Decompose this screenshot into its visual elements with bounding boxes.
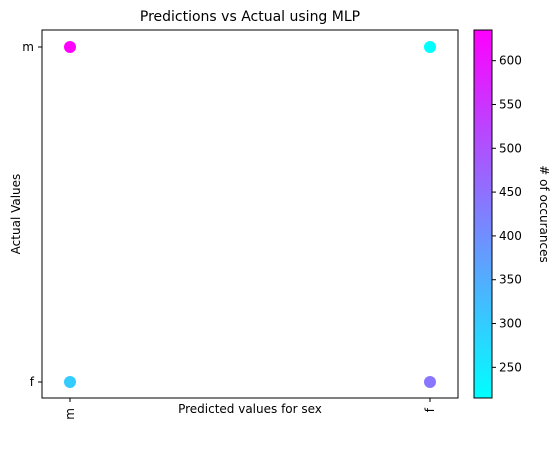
colorbar [473,29,493,399]
chart-title: Predictions vs Actual using MLP [140,9,360,25]
scatter-point [64,41,76,53]
colorbar-label: # of occurances [537,165,551,263]
colorbar-tick-label: 600 [499,54,522,68]
plot-area [41,29,459,399]
scatter-points [64,41,436,388]
x-tick-label: f [423,407,437,412]
y-tick-label: m [22,40,34,54]
colorbar-ticks: 250 300 350 400 450 500 550 600 [492,54,522,374]
colorbar-tick-label: 450 [499,185,522,199]
colorbar-tick-label: 500 [499,141,522,155]
colorbar-tick-label: 400 [499,229,522,243]
colorbar-tick-label: 350 [499,273,522,287]
colorbar-tick-label: 250 [499,360,522,374]
x-tick-label: m [63,408,77,420]
colorbar-tick-label: 300 [499,317,522,331]
y-tick-label: f [30,375,35,389]
x-axis-label: Predicted values for sex [178,402,322,416]
scatter-point [64,376,76,388]
scatter-point [424,376,436,388]
y-axis-label: Actual Values [9,174,23,255]
y-axis-ticks: fm [22,40,42,389]
colorbar-tick-label: 550 [499,97,522,111]
scatter-point [424,41,436,53]
